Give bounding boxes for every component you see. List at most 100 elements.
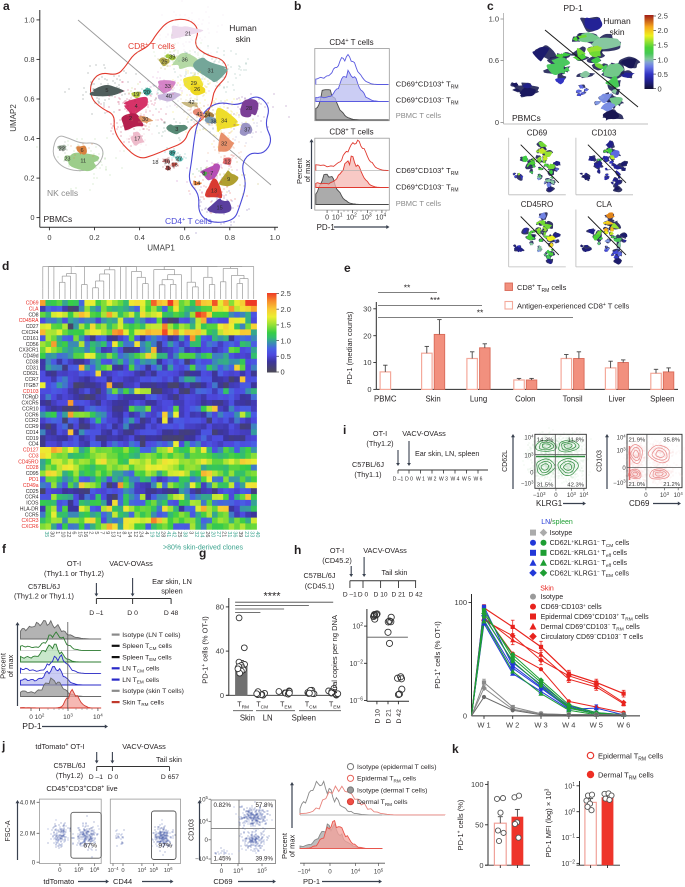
svg-text:21: 21 [185, 32, 191, 38]
svg-text:Skin: Skin [240, 714, 255, 723]
svg-text:W 5: W 5 [590, 721, 603, 730]
svg-text:D 0: D 0 [358, 592, 369, 599]
svg-text:57.8%: 57.8% [255, 802, 273, 809]
svg-text:TEM: TEM [329, 702, 340, 711]
svg-text:j: j [1, 739, 5, 753]
svg-text:Dermal CD69+CD103− TRM cells: Dermal CD69+CD103− TRM cells [541, 623, 641, 633]
svg-text:103: 103 [524, 451, 534, 459]
svg-text:102: 102 [352, 622, 363, 631]
svg-text:Isotype (epidermal T cells): Isotype (epidermal T cells) [357, 764, 436, 771]
svg-text:7: 7 [210, 171, 213, 177]
svg-text:103: 103 [660, 491, 670, 499]
svg-text:CCR9: CCR9 [25, 424, 39, 430]
svg-text:33: 33 [248, 531, 254, 537]
svg-text:14: 14 [194, 181, 200, 187]
svg-text:0: 0 [58, 867, 62, 874]
svg-text:0.6: 0.6 [24, 95, 34, 104]
svg-text:0.2: 0.2 [89, 233, 99, 242]
svg-text:of max: of max [303, 160, 312, 183]
svg-text:CCR2: CCR2 [25, 418, 39, 424]
svg-text:skin: skin [235, 34, 250, 44]
svg-text:0: 0 [658, 84, 662, 93]
svg-text:12: 12 [132, 531, 138, 537]
svg-text:CX3CR1: CX3CR1 [19, 348, 39, 354]
svg-text:24: 24 [204, 113, 210, 119]
svg-text:4.0 M: 4.0 M [20, 800, 35, 807]
svg-text:0.5: 0.5 [281, 352, 291, 361]
svg-text:CD103: CD103 [189, 819, 196, 841]
svg-text:CD49d: CD49d [23, 354, 39, 360]
svg-text:CD62L: CD62L [502, 450, 509, 472]
svg-text:Liver: Liver [608, 395, 625, 404]
svg-text:13: 13 [110, 531, 116, 537]
svg-text:0: 0 [479, 861, 483, 870]
svg-text:CD8: CD8 [28, 312, 38, 318]
svg-text:CD4+ T cells: CD4+ T cells [329, 38, 373, 47]
svg-text:TCRgD: TCRgD [22, 395, 39, 401]
svg-text:101: 101 [564, 782, 575, 791]
svg-text:8: 8 [202, 171, 205, 177]
svg-text:D 0: D 0 [127, 610, 138, 617]
svg-text:10−6: 10−6 [350, 697, 364, 706]
svg-text:D 10: D 10 [374, 709, 381, 724]
svg-text:8: 8 [121, 531, 127, 534]
svg-text:CD27: CD27 [26, 324, 39, 330]
svg-text:CD69: CD69 [629, 499, 650, 508]
svg-text:0: 0 [367, 385, 371, 394]
svg-text:0: 0 [220, 868, 224, 875]
svg-text:100: 100 [471, 780, 484, 789]
svg-text:103: 103 [567, 491, 577, 499]
svg-text:c: c [487, 0, 494, 13]
svg-text:CD45+CD3+CD8+ live: CD45+CD3+CD8+ live [46, 784, 117, 793]
svg-text:1.0: 1.0 [24, 16, 34, 25]
svg-text:LN/spleen: LN/spleen [541, 519, 573, 526]
svg-text:28: 28 [160, 531, 166, 537]
svg-text:−103: −103 [613, 479, 626, 487]
svg-text:CD56: CD56 [26, 342, 39, 348]
svg-text:41: 41 [165, 531, 171, 537]
svg-text:Tail skin: Tail skin [156, 755, 182, 764]
svg-text:31.5%: 31.5% [537, 483, 554, 489]
svg-text:D 21: D 21 [392, 592, 406, 599]
svg-text:30: 30 [49, 531, 55, 537]
svg-text:CCR10: CCR10 [22, 406, 39, 412]
svg-text:i: i [343, 423, 346, 437]
svg-text:13: 13 [211, 188, 217, 194]
svg-text:0: 0 [29, 714, 33, 721]
svg-text:CCR6: CCR6 [25, 412, 39, 418]
svg-text:CD38: CD38 [26, 359, 39, 365]
svg-text:29: 29 [191, 81, 197, 87]
svg-text:14.3%: 14.3% [537, 438, 554, 444]
svg-text:19: 19 [133, 92, 139, 98]
svg-text:2.5: 2.5 [658, 12, 668, 21]
svg-text:31: 31 [208, 68, 214, 74]
svg-text:CD45RA: CD45RA [19, 318, 39, 324]
svg-text:2.0: 2.0 [281, 305, 291, 314]
svg-text:CXCR6: CXCR6 [22, 524, 39, 530]
svg-text:0: 0 [47, 233, 51, 242]
svg-text:PBMC T cells: PBMC T cells [396, 111, 441, 120]
svg-text:ITGB7: ITGB7 [24, 383, 39, 389]
svg-text:37: 37 [244, 128, 250, 134]
svg-text:PD-1: PD-1 [317, 223, 336, 232]
svg-text:CD69+CD103− TRM: CD69+CD103− TRM [396, 183, 459, 194]
svg-text:103: 103 [617, 446, 627, 454]
svg-text:Skin TRM cells: Skin TRM cells [122, 699, 164, 707]
svg-text:0.2: 0.2 [24, 174, 34, 183]
svg-text:35: 35 [169, 150, 175, 156]
svg-text:Antigen-experienced CD8+ T cel: Antigen-experienced CD8+ T cells [517, 302, 630, 311]
svg-text:16: 16 [82, 531, 88, 537]
svg-text:105: 105 [199, 795, 209, 803]
svg-text:0.82%: 0.82% [214, 802, 232, 809]
svg-text:11: 11 [80, 159, 86, 165]
svg-text:3: 3 [187, 531, 193, 534]
svg-text:W 4: W 4 [562, 721, 575, 730]
svg-text:22: 22 [65, 531, 71, 537]
svg-text:e: e [344, 261, 351, 275]
svg-text:11.8%: 11.8% [568, 438, 585, 444]
svg-text:VACV-OVAss: VACV-OVAss [122, 742, 166, 751]
svg-text:Human: Human [603, 16, 631, 26]
svg-text:KLRG1: KLRG1 [536, 499, 563, 508]
svg-text:0: 0 [622, 466, 626, 472]
svg-text:10: 10 [60, 531, 66, 537]
